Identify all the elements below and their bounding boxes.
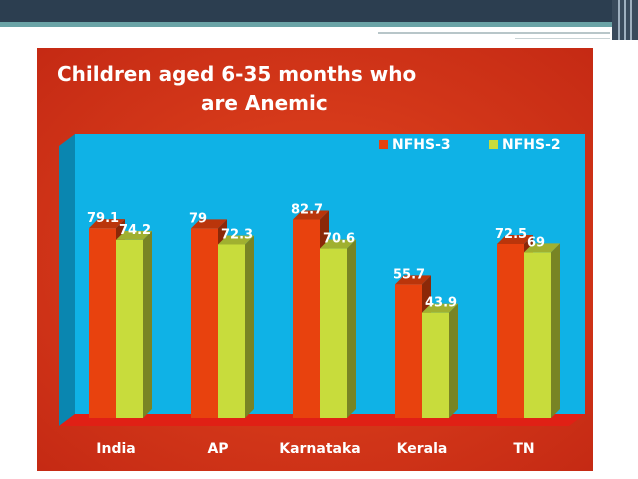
data-label-NFHS-3-AP: 79 [189,211,207,226]
slide-top-bar [0,0,612,22]
bar-side-NFHS-2-AP [245,235,254,418]
chart: Children aged 6-35 months who are Anemic… [37,48,593,471]
legend-swatch-NFHS-3 [379,140,388,149]
chart-title-line-2: are Anemic [201,91,328,115]
bar-NFHS-3-Kerala [395,284,422,418]
bar-top-NFHS-2-Kerala [422,303,458,313]
bar-NFHS-3-AP [191,228,218,418]
data-label-NFHS-3-Kerala: 55.7 [393,267,425,282]
data-label-NFHS-2-Kerala: 43.9 [425,296,457,311]
bar-top-NFHS-3-Karnataka [293,210,329,220]
bar-NFHS-3-TN [497,244,524,418]
chart-slide: Children aged 6-35 months who are Anemic… [37,48,593,471]
bar-top-NFHS-2-TN [524,243,560,253]
data-label-NFHS-2-AP: 72.3 [221,227,253,242]
bar-top-NFHS-3-Kerala [395,275,431,285]
slide-teal-rule [0,22,612,27]
bar-NFHS-2-TN [524,252,551,418]
plot-floor [59,414,585,426]
slide-grey-rule-2 [515,38,610,39]
data-label-NFHS-2-Karnataka: 70.6 [323,232,355,247]
bar-NFHS-2-India [116,239,143,418]
bar-NFHS-3-India [89,228,116,418]
bar-side-NFHS-2-Kerala [449,303,458,418]
bar-NFHS-2-Karnataka [320,248,347,418]
plot-area: 79.174.2 India 79 72.3 AP 82.770.6 Karnataka 55… [59,134,585,457]
bar-top-NFHS-2-Karnataka [320,239,356,249]
data-label-NFHS-3-India: 79.1 [87,211,119,226]
bar-top-NFHS-2-India [116,230,152,240]
bar-NFHS-2-AP [218,244,245,418]
bar-NFHS-2-Kerala [422,312,449,418]
data-label-NFHS-2-TN: 69 [527,235,545,250]
bar-side-NFHS-2-India [143,230,152,418]
x-tick-label-AP: AP [207,441,228,457]
x-tick-label-India: India [96,441,135,457]
bar-top-NFHS-3-TN [497,235,533,244]
slide-top-accent [612,0,638,40]
data-label-NFHS-2-India: 74.2 [119,223,151,238]
x-tick-label-Kerala: Kerala [397,441,448,457]
x-tick-label-TN: TN [513,441,534,457]
bar-side-NFHS-2-TN [551,243,560,418]
slide-grey-rule [378,32,610,34]
plot-side-wall [59,134,75,426]
bar-top-NFHS-3-India [89,219,125,229]
bar-top-NFHS-2-AP [218,235,254,245]
chart-title-line-1: Children aged 6-35 months who [57,62,416,86]
bar-side-NFHS-2-Karnataka [347,239,356,418]
bar-NFHS-3-Karnataka [293,219,320,418]
data-label-NFHS-3-Karnataka: 82.7 [291,203,323,218]
x-tick-label-Karnataka: Karnataka [279,441,361,457]
legend-label-NFHS-2: NFHS-2 [502,137,561,153]
data-label-NFHS-3-TN: 72.5 [495,227,527,242]
legend-swatch-NFHS-2 [489,140,498,149]
legend-label-NFHS-3: NFHS-3 [392,137,451,153]
bar-top-NFHS-3-AP [191,219,227,229]
